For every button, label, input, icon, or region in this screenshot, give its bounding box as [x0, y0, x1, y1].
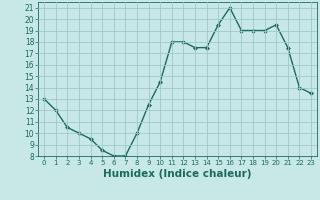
X-axis label: Humidex (Indice chaleur): Humidex (Indice chaleur) — [103, 169, 252, 179]
